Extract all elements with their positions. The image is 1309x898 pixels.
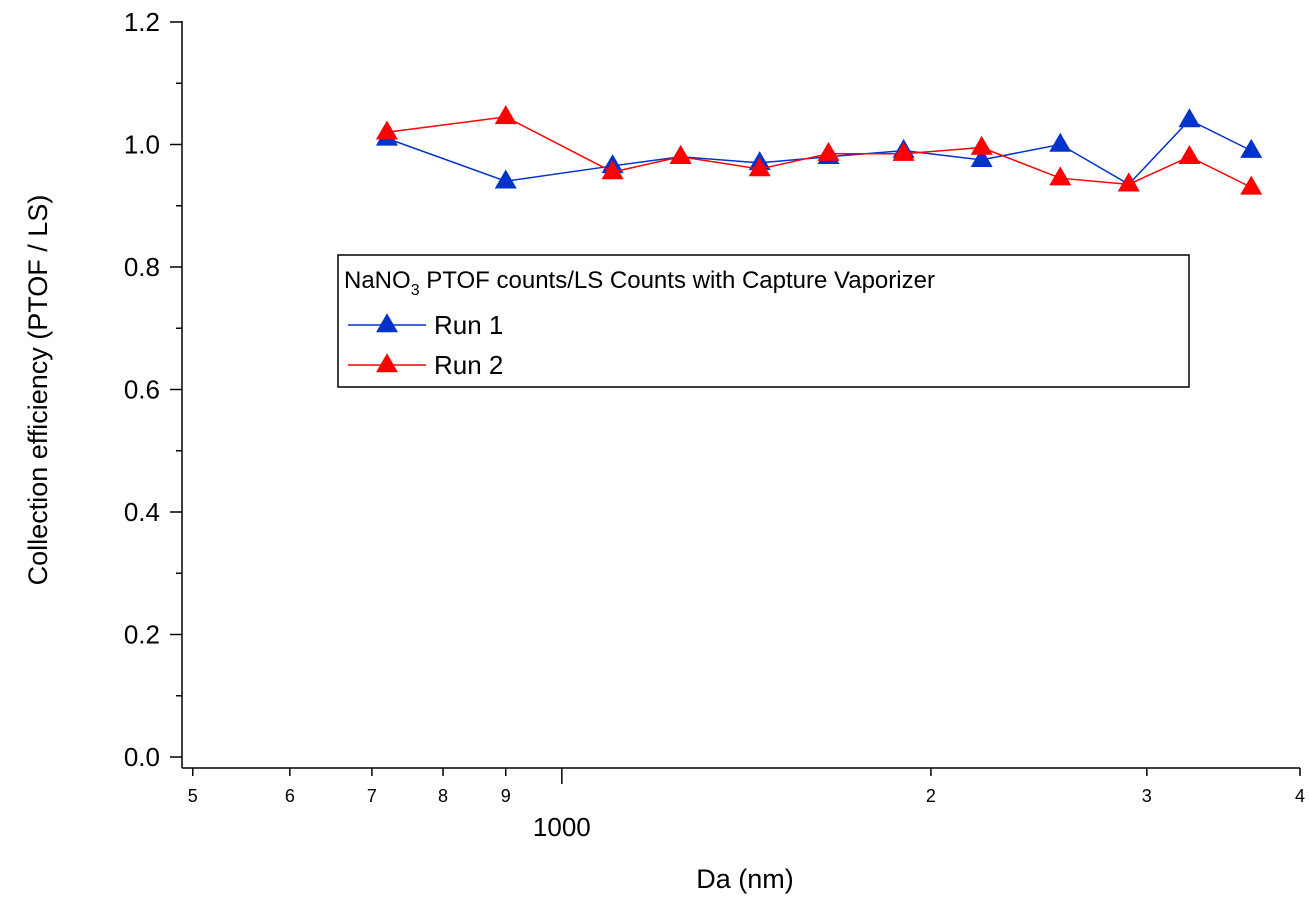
x-tick-label: 7 xyxy=(367,786,377,806)
series-1-point xyxy=(970,148,993,168)
series-2-point xyxy=(748,157,771,177)
y-tick-label: 0.0 xyxy=(124,742,160,772)
x-tick-label: 6 xyxy=(285,786,295,806)
y-tick-label: 0.4 xyxy=(124,497,160,527)
legend-box xyxy=(337,254,1190,388)
x-tick-label: 9 xyxy=(501,786,511,806)
series-2-point xyxy=(892,141,915,161)
series-2-point xyxy=(669,144,692,164)
legend-entry-1: Run 1 xyxy=(348,310,503,340)
y-tick-label: 0.2 xyxy=(124,620,160,650)
series-1-point xyxy=(1049,132,1072,152)
series-layer xyxy=(375,105,1263,195)
x-major-tick-label: 1000 xyxy=(533,812,591,842)
series-2-point xyxy=(1178,144,1201,164)
y-axis-title: Collection efficiency (PTOF / LS) xyxy=(23,195,53,586)
y-tick-label: 1.2 xyxy=(124,7,160,37)
legend-title-prefix: NaNO xyxy=(344,267,411,294)
series-2-point xyxy=(601,160,624,180)
series-2-point xyxy=(970,135,993,155)
legend-label: Run 2 xyxy=(434,350,503,380)
series-2-point xyxy=(1049,166,1072,186)
legend-marker xyxy=(376,353,398,373)
legend: NaNO3 PTOF counts/LS Counts with Capture… xyxy=(337,254,1190,388)
legend-label: Run 1 xyxy=(434,310,503,340)
series-2-point xyxy=(1240,175,1263,195)
x-tick-label: 2 xyxy=(926,786,936,806)
y-tick-label: 0.6 xyxy=(124,375,160,405)
series-line-1 xyxy=(386,119,1252,186)
series-2 xyxy=(375,105,1263,195)
x-tick-label: 3 xyxy=(1142,786,1152,806)
legend-marker xyxy=(376,313,398,333)
legend-title-suffix: PTOF counts/LS Counts with Capture Vapor… xyxy=(420,267,935,294)
x-tick-label: 8 xyxy=(438,786,448,806)
series-2-point xyxy=(1117,172,1140,192)
legend-entry-2: Run 2 xyxy=(348,350,503,380)
series-2-point xyxy=(494,105,517,125)
series-2-point xyxy=(375,120,398,140)
axes: 0.0 0.2 0.4 0.6 0.8 1.0 1.2 5 6 7 8 9 2 3 4 1000 xyxy=(124,7,1305,842)
series-1-point xyxy=(494,169,517,189)
series-1-point xyxy=(1240,138,1263,158)
x-tick-label: 5 xyxy=(188,786,198,806)
legend-title: NaNO3 PTOF counts/LS Counts with Capture… xyxy=(344,267,935,299)
series-2-point xyxy=(817,141,840,161)
legend-title-subscript: 3 xyxy=(411,282,420,299)
x-axis-title: Da (nm) xyxy=(696,864,794,894)
x-tick-label: 4 xyxy=(1295,786,1305,806)
legend-entries: Run 1 Run 2 xyxy=(348,310,503,380)
series-1-point xyxy=(1178,108,1201,128)
series-line-2 xyxy=(386,116,1252,189)
y-tick-label: 0.8 xyxy=(124,252,160,282)
y-tick-label: 1.0 xyxy=(124,130,160,160)
